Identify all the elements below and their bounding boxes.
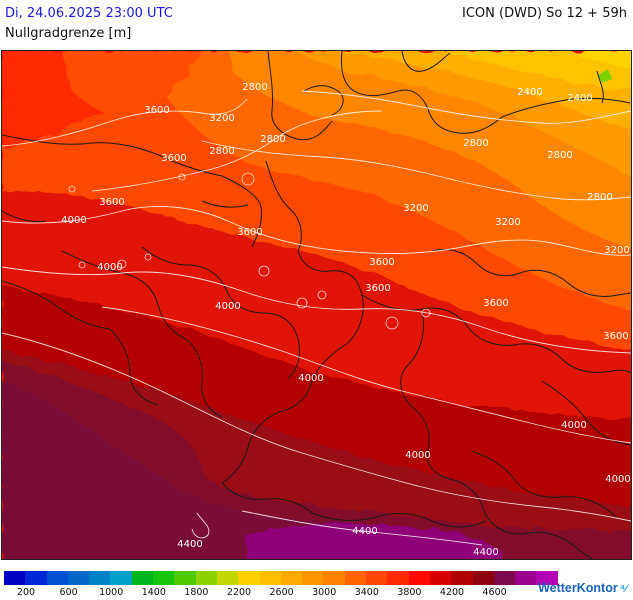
contour-label: 4000 <box>215 301 240 312</box>
legend-tick-label: 2600 <box>269 587 294 598</box>
contour-label: 2800 <box>242 82 267 93</box>
legend-swatch <box>216 571 239 585</box>
contour-label: 3600 <box>144 105 169 116</box>
contour-label: 2800 <box>547 150 572 161</box>
contour-label: 4400 <box>352 526 377 537</box>
legend-tick-label: 1000 <box>99 587 124 598</box>
contour-label: 2400 <box>567 93 592 104</box>
contour-label: 3200 <box>209 113 234 124</box>
legend-swatch <box>302 571 324 585</box>
legend-tick-label: 4200 <box>439 587 465 598</box>
green-patch <box>598 69 612 83</box>
legend-tick-label: 1800 <box>184 587 209 598</box>
brand-mark-icon: ⁴⁄ <box>619 583 627 595</box>
contour-label: 3600 <box>603 331 628 342</box>
legend-swatch <box>4 571 26 585</box>
contour-label: 4000 <box>605 474 630 485</box>
legend-swatch <box>451 571 473 585</box>
contour-label: 4000 <box>298 373 323 384</box>
header: Di, 24.06.2025 23:00 UTC ICON (DWD) So 1… <box>0 0 633 50</box>
legend-swatch <box>366 571 388 585</box>
legend-swatch <box>536 571 558 585</box>
wetterkontor-logo[interactable]: WetterKontor ⁴⁄ <box>538 581 627 595</box>
model-run-label: ICON (DWD) So 12 + 59h <box>462 6 627 21</box>
contour-label: 3600 <box>161 153 186 164</box>
legend-swatch <box>46 571 68 585</box>
contour-label: 4000 <box>61 215 86 226</box>
contour-label: 3200 <box>403 203 428 214</box>
contour-label: 2800 <box>587 192 612 203</box>
color-scale-ticks: 200 600 1000 1400 1800 2200 2600 3000 3400 3800 42… <box>0 587 520 599</box>
legend-swatch <box>174 571 196 585</box>
contour-label: 4000 <box>405 450 430 461</box>
legend-tick-label: 600 <box>59 587 78 598</box>
contour-label: 3600 <box>237 227 262 238</box>
legend-tick-label: 1400 <box>141 587 166 598</box>
legend-swatch <box>259 571 281 585</box>
legend-swatch <box>238 571 260 585</box>
contour-fragments <box>68 172 431 330</box>
borders-coastlines <box>2 51 631 559</box>
variable-title: Nullgradgrenze [m] <box>5 26 132 41</box>
legend-swatch <box>110 571 132 585</box>
contour-label: 4000 <box>561 420 586 431</box>
contour-label: 3600 <box>483 298 508 309</box>
legend-swatch <box>89 571 111 585</box>
legend-swatch <box>472 571 494 585</box>
contour-label: 3200 <box>604 245 629 256</box>
legend-swatch <box>67 571 90 585</box>
legend-swatch <box>25 571 47 585</box>
contour-label: 2400 <box>517 87 542 98</box>
legend-tick-label: 2200 <box>226 587 252 598</box>
forecast-datetime: Di, 24.06.2025 23:00 UTC <box>5 6 173 21</box>
legend-swatch <box>493 571 516 585</box>
contour-label: 2800 <box>463 138 488 149</box>
contour-lines <box>2 90 631 546</box>
legend-swatch <box>387 571 409 585</box>
legend-swatch <box>153 571 175 585</box>
legend-swatch <box>323 571 345 585</box>
forecast-map[interactable]: 3600 3200 2800 2800 2800 3600 3600 4000 3600 4000… <box>1 50 632 560</box>
contour-label: 3200 <box>495 217 520 228</box>
legend-swatch <box>429 571 452 585</box>
legend-swatch <box>344 571 367 585</box>
contour-label: 3600 <box>365 283 390 294</box>
contour-label: 4400 <box>177 539 202 550</box>
contour-label: 3600 <box>99 197 124 208</box>
legend-tick-label: 3800 <box>397 587 422 598</box>
contour-label: 2800 <box>209 146 234 157</box>
contour-label: 2800 <box>260 134 285 145</box>
brand-name: WetterKontor <box>538 581 618 595</box>
contour-label: 3600 <box>369 257 394 268</box>
color-scale-legend <box>4 571 558 585</box>
legend-tick-label: 4600 <box>482 587 507 598</box>
legend-swatch <box>408 571 430 585</box>
color-bands <box>2 51 631 559</box>
legend-swatch <box>195 571 217 585</box>
legend-tick-label: 200 <box>16 587 36 598</box>
contour-label: 4400 <box>473 547 498 558</box>
map-canvas: 3600 3200 2800 2800 2800 3600 3600 4000 3600 4000… <box>2 51 631 559</box>
legend-tick-label: 3000 <box>312 587 337 598</box>
legend-swatch <box>280 571 303 585</box>
contour-label: 4000 <box>97 262 122 273</box>
legend-tick-label: 3400 <box>354 587 379 598</box>
contour-labels: 3600 3200 2800 2800 2800 3600 3600 4000 3600 4000… <box>61 82 630 558</box>
legend-swatch <box>131 571 154 585</box>
legend-swatch <box>515 571 537 585</box>
